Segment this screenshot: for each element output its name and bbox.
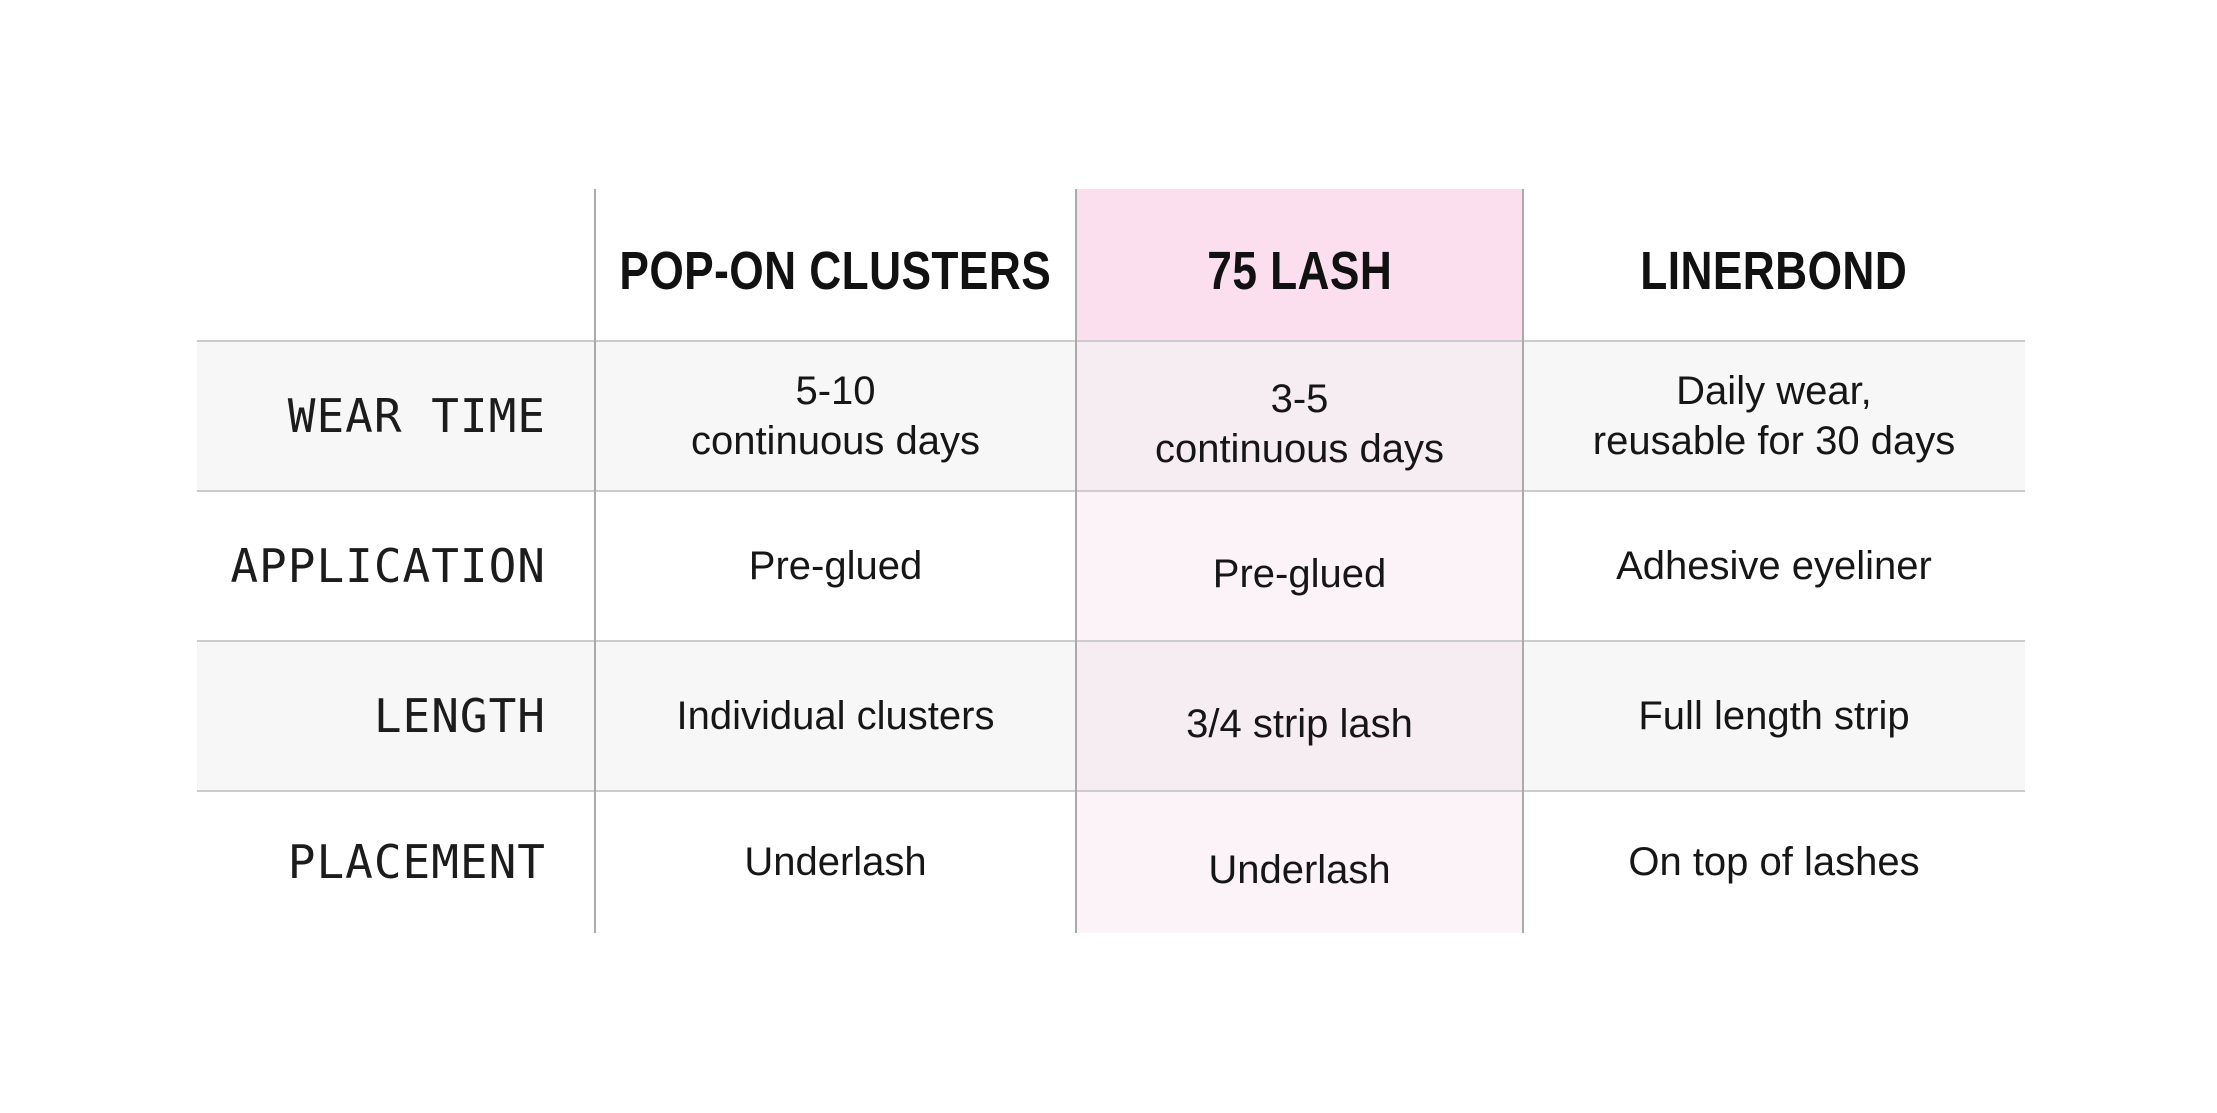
highlight-column-background bbox=[1076, 341, 1523, 933]
row-label-length: LENGTH bbox=[373, 689, 546, 743]
cell-length-75-lash: 3/4 strip lash bbox=[1186, 702, 1413, 746]
cell-wear-time-75-lash: 3-5 continuous days bbox=[1154, 377, 1445, 471]
horizontal-divider bbox=[197, 640, 2025, 642]
column-header-label: 75 LASH bbox=[1207, 241, 1392, 301]
cell-wear-time-pop-on-clusters: 5-10 continuous days bbox=[690, 369, 981, 463]
vertical-divider bbox=[594, 189, 596, 933]
table-grid: POP-ON CLUSTERS 75 LASH LINERBOND WEAR T… bbox=[197, 189, 2025, 933]
cell-placement-pop-on-clusters: Underlash bbox=[744, 840, 927, 884]
row-label-placement: PLACEMENT bbox=[287, 835, 546, 889]
horizontal-divider bbox=[197, 340, 2025, 342]
vertical-divider bbox=[1075, 189, 1077, 933]
cell-placement-linerbond: On top of lashes bbox=[1628, 840, 1920, 884]
corner-cell-empty bbox=[197, 189, 595, 341]
column-header-label: POP-ON CLUSTERS bbox=[619, 241, 1052, 301]
horizontal-divider bbox=[197, 790, 2025, 792]
cell-application-linerbond: Adhesive eyeliner bbox=[1616, 544, 1932, 588]
column-header-label: LINERBOND bbox=[1640, 241, 1908, 301]
row-stripe-wear-time bbox=[197, 341, 2025, 491]
horizontal-divider bbox=[197, 490, 2025, 492]
column-header-pop-on-clusters: POP-ON CLUSTERS bbox=[595, 189, 1076, 341]
comparison-table: POP-ON CLUSTERS 75 LASH LINERBOND WEAR T… bbox=[197, 189, 2025, 933]
highlight-header-background bbox=[1076, 189, 1523, 341]
row-label-application: APPLICATION bbox=[230, 539, 546, 593]
cell-wear-time-linerbond: Daily wear, reusable for 30 days bbox=[1592, 369, 1956, 463]
cell-length-pop-on-clusters: Individual clusters bbox=[676, 694, 995, 738]
row-stripe-length bbox=[197, 641, 2025, 791]
cell-application-75-lash: Pre-glued bbox=[1212, 552, 1387, 596]
column-header-linerbond: LINERBOND bbox=[1523, 189, 2025, 341]
column-header-75-lash: 75 LASH bbox=[1076, 189, 1523, 341]
vertical-divider bbox=[1522, 189, 1524, 933]
cell-placement-75-lash: Underlash bbox=[1208, 848, 1391, 892]
row-label-wear-time: WEAR TIME bbox=[287, 389, 546, 443]
cell-application-pop-on-clusters: Pre-glued bbox=[748, 544, 923, 588]
cell-length-linerbond: Full length strip bbox=[1638, 694, 1910, 738]
